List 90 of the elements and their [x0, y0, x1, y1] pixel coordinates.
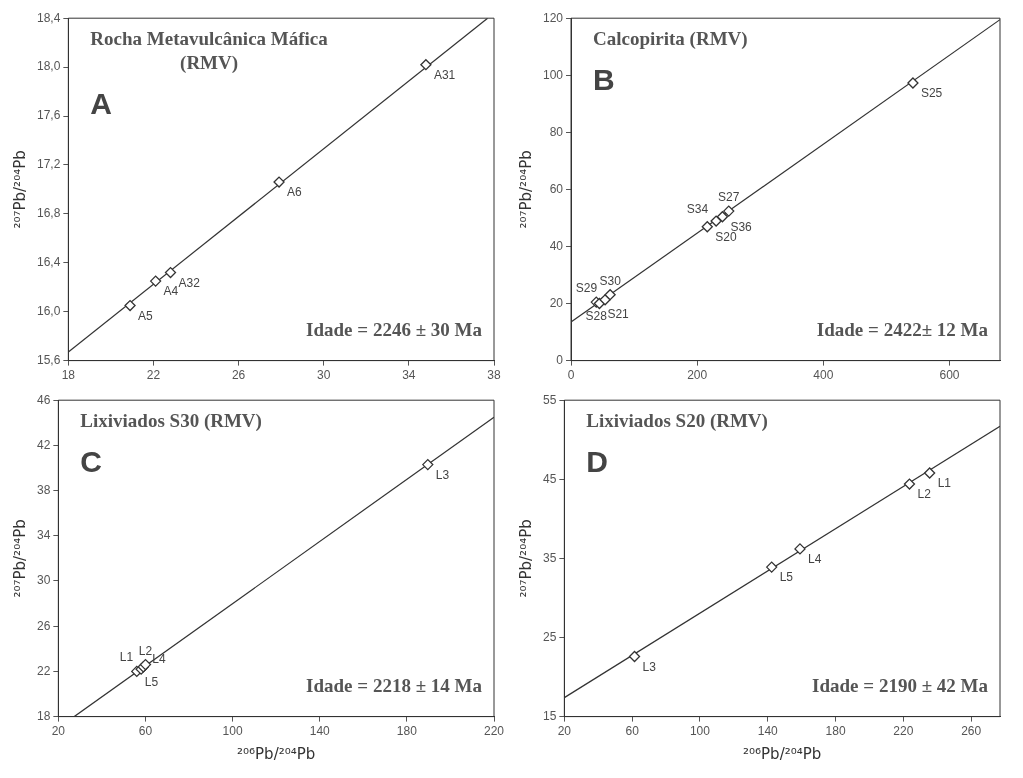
y-tick-label: 20 [549, 295, 564, 310]
x-tick-label: 180 [825, 724, 846, 739]
y-tick-label: 100 [542, 67, 564, 82]
data-label: L2 [138, 643, 153, 658]
y-tick-label: 30 [36, 573, 51, 588]
annotation: Idade = 2246 ± 30 Ma [306, 318, 483, 340]
x-tick-label: 180 [396, 724, 418, 739]
y-tick-label: 22 [36, 663, 51, 678]
x-tick-label: 34 [402, 368, 416, 383]
y-tick-label: 17,2 [37, 157, 61, 172]
data-label: A4 [163, 284, 179, 299]
x-tick-label: 0 [567, 368, 575, 383]
x-tick-label: 400 [813, 368, 834, 383]
data-label: L5 [779, 570, 794, 585]
y-tick-label: 80 [549, 124, 564, 139]
y-tick-label: 26 [36, 618, 51, 633]
data-label: S30 [599, 274, 622, 288]
y-tick-label: 15 [542, 708, 557, 723]
text: Lixiviados S30 (RMV) [80, 410, 262, 433]
y-axis-title: ²⁰⁷Pb/²⁰⁴Pb [516, 150, 535, 229]
x-axis-title: ²⁰⁶Pb/²⁰⁴Pb [743, 744, 822, 763]
y-tick-label: 15,6 [37, 352, 61, 367]
y-tick-label: 34 [36, 528, 51, 543]
y-tick-label: 60 [549, 181, 564, 196]
x-tick-label: 140 [309, 724, 331, 739]
y-tick-label: 17,6 [37, 108, 61, 123]
x-tick-label: 140 [757, 724, 779, 739]
text: Calcopirita (RMV) [593, 28, 748, 51]
x-tick-label: 22 [146, 368, 161, 383]
y-axis-title: ²⁰⁷Pb/²⁰⁴Pb [10, 519, 29, 598]
data-label: S20 [715, 230, 737, 245]
data-label: S25 [920, 86, 943, 101]
y-tick-label: 16,0 [37, 304, 61, 318]
x-tick-label: 260 [961, 724, 982, 739]
data-label: L3 [435, 467, 450, 482]
x-tick-label: 18 [61, 368, 76, 383]
annotation: Idade = 2190 ± 42 Ma [812, 674, 989, 696]
x-tick-label: 30 [317, 368, 331, 383]
x-tick-label: 60 [138, 724, 153, 739]
text: Lixiviados S20 (RMV) [586, 410, 768, 433]
y-tick-label: 45 [542, 471, 557, 486]
data-label: A32 [178, 275, 201, 290]
data-label: L3 [642, 659, 657, 674]
annotation: A [90, 87, 113, 121]
data-label: S21 [607, 306, 630, 321]
data-label: S28 [585, 309, 608, 324]
x-axis-title: ²⁰⁶Pb/²⁰⁴Pb [237, 744, 316, 763]
annotation: Idade = 2218 ± 14 Ma [306, 674, 483, 696]
data-label: L4 [807, 552, 822, 567]
y-tick-label: 42 [36, 437, 51, 452]
annotation: Idade = 2422± 12 Ma [816, 318, 989, 340]
data-label: L5 [144, 674, 159, 689]
annotation: B [593, 63, 615, 97]
y-tick-label: 16,4 [37, 255, 61, 270]
y-tick-label: 38 [36, 482, 51, 497]
text: Rocha Metavulcânica Máfica (RMV) [90, 28, 329, 75]
y-tick-label: 18,4 [37, 10, 61, 25]
y-tick-label: 46 [36, 392, 51, 407]
x-tick-label: 600 [939, 368, 960, 383]
data-label: L4 [152, 652, 166, 667]
x-tick-label: 220 [893, 724, 914, 739]
y-tick-label: 120 [542, 10, 564, 25]
y-tick-label: 0 [556, 352, 564, 367]
data-label: S29 [575, 281, 598, 296]
x-tick-label: 220 [483, 724, 505, 739]
x-tick-label: 60 [625, 724, 640, 739]
y-tick-label: 55 [542, 392, 557, 407]
data-label: A31 [433, 67, 456, 82]
y-tick-label: 40 [549, 238, 564, 253]
data-label: A6 [287, 185, 303, 200]
x-tick-label: 100 [689, 724, 711, 739]
y-tick-label: 18 [36, 708, 51, 723]
data-label: L1 [937, 476, 952, 491]
data-label: A5 [138, 308, 154, 323]
y-tick-label: 25 [542, 629, 557, 644]
data-label: S34 [686, 202, 709, 217]
y-tick-label: 35 [542, 550, 557, 565]
y-tick-label: 16,8 [37, 206, 61, 221]
y-tick-label: 18,0 [37, 59, 61, 74]
x-tick-label: 26 [231, 368, 246, 383]
x-tick-label: 38 [487, 368, 501, 383]
data-label: L1 [119, 650, 134, 665]
annotation: D [586, 445, 609, 479]
y-axis-title: ²⁰⁷Pb/²⁰⁴Pb [10, 150, 29, 229]
y-axis-title: ²⁰⁷Pb/²⁰⁴Pb [516, 519, 535, 598]
x-tick-label: 200 [687, 368, 708, 383]
x-tick-label: 100 [222, 724, 243, 739]
data-label: S27 [718, 190, 740, 205]
annotation: C [80, 445, 103, 479]
data-label: L2 [917, 487, 932, 502]
